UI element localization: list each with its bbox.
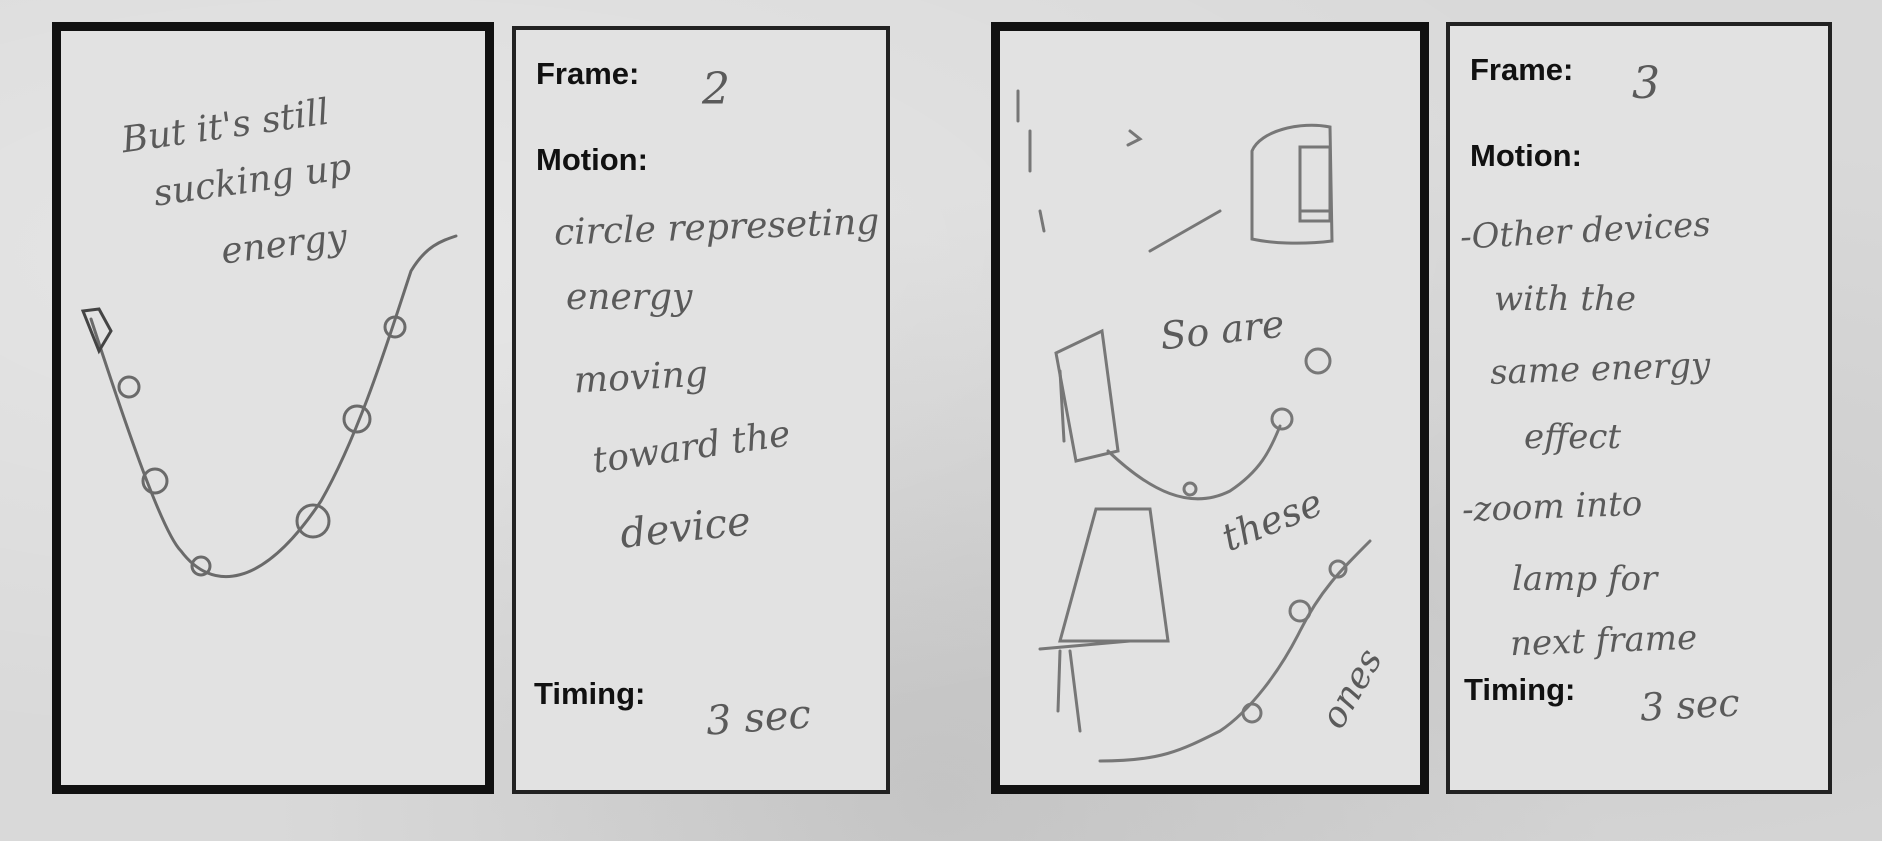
motion-line-6: lamp for	[1512, 559, 1658, 599]
frame-number: 2	[702, 64, 730, 115]
motion-line-3: same energy	[1489, 345, 1711, 393]
frame-2-sketch-panel: But it's still sucking up energy	[52, 22, 494, 794]
frame-3-notes-panel: Frame: 3 Motion: -Other devices with the…	[1446, 22, 1832, 794]
motion-line-4: toward the	[590, 413, 793, 482]
frame-3-sketch-panel: So are these ones	[991, 22, 1429, 794]
motion-line-4: effect	[1524, 417, 1622, 457]
motion-line-5: device	[617, 498, 753, 558]
frame-3-sketch-drawing	[1016, 89, 1372, 763]
frame-label: Frame:	[1470, 52, 1574, 87]
motion-line-5: -zoom into	[1461, 483, 1643, 531]
motion-label: Motion:	[536, 142, 648, 177]
timing-value: 3 sec	[704, 691, 813, 745]
motion-line-1: circle represeting	[553, 201, 880, 254]
timing-label: Timing:	[1464, 672, 1576, 707]
motion-line-2: with the	[1494, 279, 1637, 319]
motion-line-1: -Other devices	[1459, 204, 1712, 258]
timing-label: Timing:	[534, 676, 646, 711]
frame-2-sketch-drawing	[80, 234, 458, 579]
motion-line-3: moving	[572, 353, 709, 402]
motion-label: Motion:	[1470, 138, 1582, 173]
frame-number: 3	[1632, 58, 1660, 109]
timing-value: 3 sec	[1638, 680, 1741, 730]
motion-line-2: energy	[566, 277, 693, 318]
frame-label: Frame:	[536, 56, 640, 91]
frame-2-notes-panel: Frame: 2 Motion: circle represeting ener…	[512, 26, 890, 794]
motion-line-7: next frame	[1509, 617, 1698, 665]
